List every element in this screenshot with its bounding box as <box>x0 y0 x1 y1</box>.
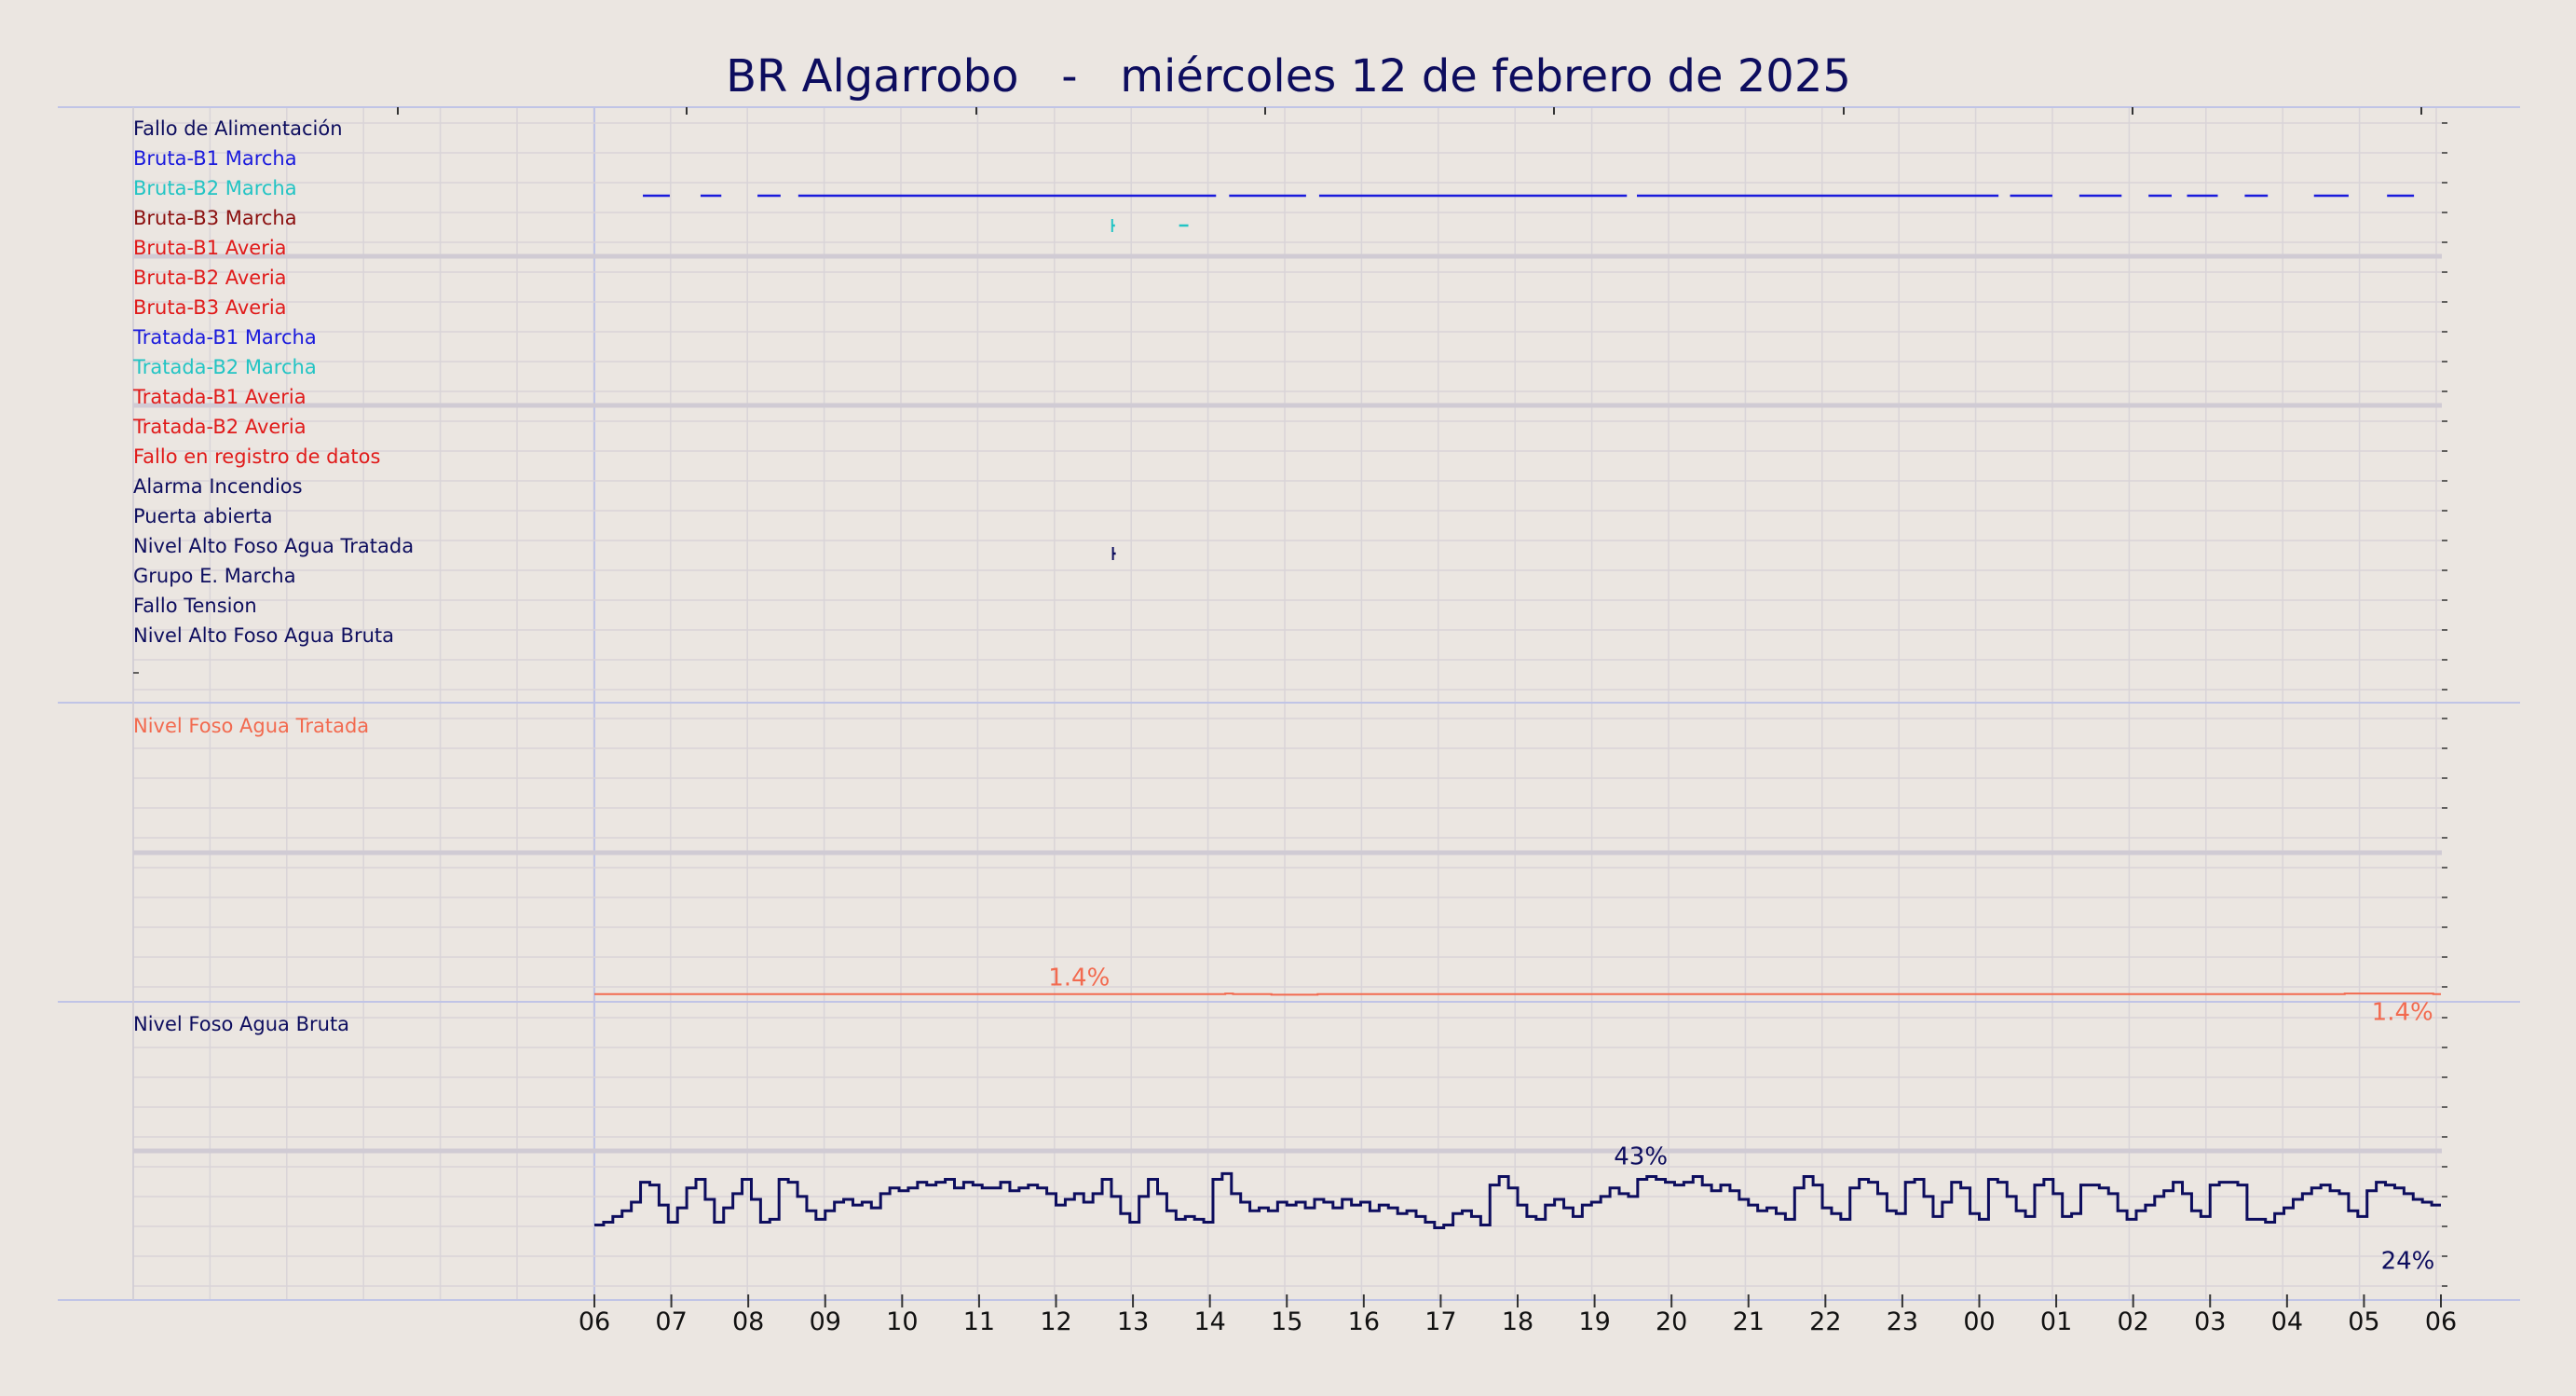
signal-label: Alarma Incendios <box>133 475 303 498</box>
x-tick-label: 18 <box>1502 1307 1533 1336</box>
signal-label: Tratada-B1 Averia <box>132 386 307 408</box>
signal-label: Bruta-B2 Averia <box>133 267 287 289</box>
x-tick-label: 14 <box>1193 1307 1225 1336</box>
x-tick-label: 15 <box>1271 1307 1302 1336</box>
x-tick-label: 17 <box>1424 1307 1456 1336</box>
data-annotation: 24% <box>2381 1248 2435 1276</box>
signal-label: Tratada-B2 Averia <box>132 416 307 438</box>
signal-label: Bruta-B1 Averia <box>133 237 287 259</box>
signal-label: Tratada-B2 Marcha <box>132 356 317 378</box>
x-tick-label: 00 <box>1963 1307 1995 1336</box>
x-tick-label: 22 <box>1809 1307 1841 1336</box>
signal-label: Nivel Alto Foso Agua Tratada <box>133 535 414 557</box>
signal-label: Fallo de Alimentación <box>133 117 343 140</box>
signal-label: Bruta-B3 Marcha <box>133 207 297 229</box>
series-line <box>594 992 2441 996</box>
signal-label: Fallo Tension <box>133 595 257 617</box>
x-tick-label: 07 <box>655 1307 687 1336</box>
signal-label: Bruta-B3 Averia <box>133 296 287 319</box>
data-annotation: 43% <box>1614 1143 1668 1170</box>
signal-label: Fallo en registro de datos <box>133 445 380 468</box>
x-tick-label: 08 <box>732 1307 764 1336</box>
x-tick-label: 13 <box>1117 1307 1149 1336</box>
x-tick-label: 04 <box>2271 1307 2303 1336</box>
signal-label: Tratada-B1 Marcha <box>132 326 317 349</box>
x-tick-label: 06 <box>2425 1307 2457 1336</box>
x-tick-label: 21 <box>1733 1307 1765 1336</box>
signal-label: Puerta abierta <box>133 505 273 527</box>
series-line <box>594 1171 2441 1230</box>
chart-title: BR Algarrobo - miércoles 12 de febrero d… <box>726 50 1851 103</box>
signal-label: Nivel Alto Foso Agua Bruta <box>133 624 394 647</box>
x-tick-label: 16 <box>1348 1307 1380 1336</box>
x-tick-label: 10 <box>886 1307 918 1336</box>
panel-label: Nivel Foso Agua Tratada <box>133 715 369 737</box>
x-tick-label: 01 <box>2040 1307 2072 1336</box>
panels-layer: Fallo de Alimentación Bruta-B1 Marcha Brut… <box>58 106 2520 1301</box>
x-tick-label: 02 <box>2117 1307 2148 1336</box>
x-tick-label: 05 <box>2348 1307 2379 1336</box>
x-tick-label: 03 <box>2194 1307 2226 1336</box>
signal-label: Bruta-B2 Marcha <box>133 177 297 199</box>
x-tick-label: 12 <box>1040 1307 1071 1336</box>
x-tick-label: 19 <box>1578 1307 1610 1336</box>
x-tick-label: 06 <box>579 1307 610 1336</box>
x-tick-label: 09 <box>810 1307 841 1336</box>
data-annotation: 1.4% <box>2372 999 2433 1027</box>
signal-label: Grupo E. Marcha <box>133 565 296 587</box>
x-tick-label: 11 <box>963 1307 995 1336</box>
data-annotation: 1.4% <box>1048 965 1110 992</box>
x-axis: 06 07 08 09 10 11 12 13 14 15 16 17 18 19 20 21 22 23 00 01… <box>579 1294 2457 1336</box>
panel-label: Nivel Foso Agua Bruta <box>133 1013 349 1035</box>
x-tick-label: 20 <box>1656 1307 1687 1336</box>
x-tick-label: 23 <box>1887 1307 1918 1336</box>
signal-label: Bruta-B1 Marcha <box>133 147 297 170</box>
